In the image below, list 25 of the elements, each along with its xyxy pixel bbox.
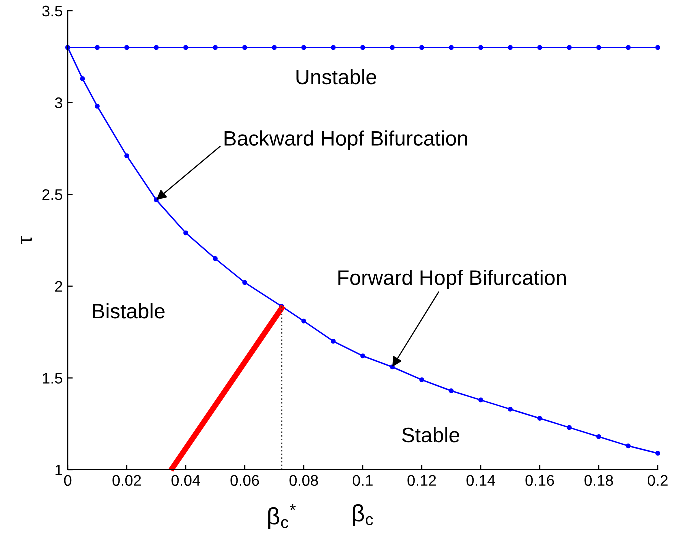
- x-tick-label: 0.2: [648, 475, 668, 486]
- annotation: Unstable: [296, 69, 376, 85]
- x-tick-label: 0.18: [584, 475, 614, 486]
- x-tick-label: 0.14: [466, 475, 496, 486]
- text: β$_{c}$: [353, 504, 374, 526]
- annotation: Forward Hopf Bifurcation: [338, 270, 566, 290]
- annotation: Stable: [402, 427, 460, 443]
- x-tick-label: 0.04: [172, 475, 200, 486]
- x-tick-label: 0: [64, 475, 72, 486]
- x-tick-label: 0.02: [112, 475, 142, 486]
- y-axis-title: τ: [21, 236, 32, 244]
- y-tick-label: 2: [55, 281, 62, 292]
- y-tick-label: 2.5: [42, 189, 62, 200]
- x-tick-label: 0.1: [352, 475, 373, 486]
- annotation: Backward Hopf Bifurcation: [224, 130, 468, 150]
- y-tick-label: 3.5: [42, 6, 62, 17]
- annotation: Bistable: [93, 303, 165, 319]
- x-tick-label: 0.06: [230, 475, 260, 486]
- x-tick-label: 0.08: [290, 475, 318, 486]
- y-tick-label: 1: [56, 465, 62, 476]
- y-tick-label: 1.5: [43, 373, 62, 384]
- text: β$_{c}$$^{*}$: [268, 504, 296, 530]
- y-tick-label: 3: [55, 98, 62, 108]
- x-tick-label: 0.16: [526, 475, 554, 486]
- x-tick-label: 0.12: [408, 475, 436, 486]
